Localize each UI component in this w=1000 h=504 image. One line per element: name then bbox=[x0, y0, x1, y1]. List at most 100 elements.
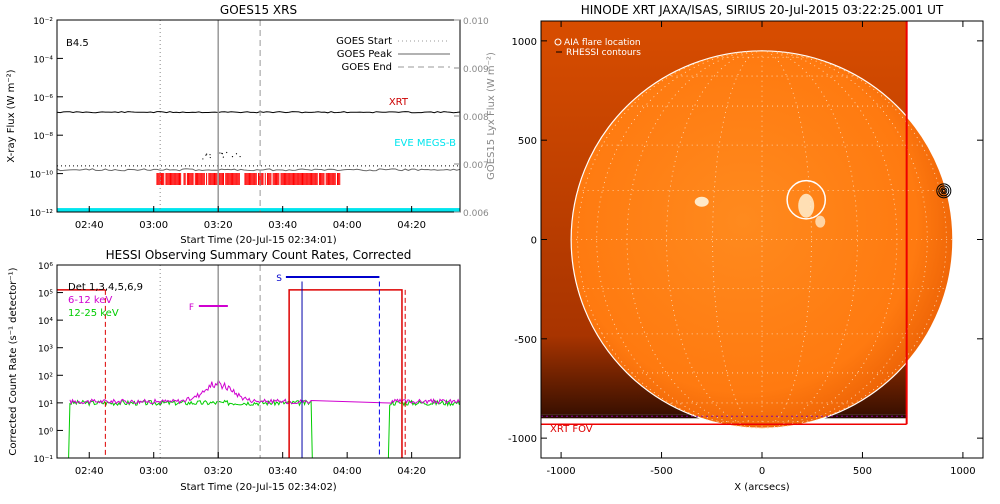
p1-ytick-label: 10⁻² bbox=[33, 17, 53, 27]
panel1-annotation: B4.5 bbox=[66, 38, 89, 49]
p1-xtick-label: 04:20 bbox=[397, 220, 426, 231]
p2-xtick-label: 03:00 bbox=[139, 466, 168, 477]
p2-ytick-label: 10¹ bbox=[38, 400, 53, 410]
p1-ytick-label: 10⁻⁴ bbox=[33, 55, 53, 65]
p1-ytick-label: 10⁻⁸ bbox=[33, 132, 53, 142]
legend-aia: AIA flare location bbox=[564, 38, 641, 48]
hessi-6-12-trace bbox=[69, 378, 460, 405]
goes-short-point bbox=[206, 153, 208, 155]
p2-ytick-label: 10⁶ bbox=[38, 262, 53, 272]
panel1-xlabel: Start Time (20-Jul-15 02:34:01) bbox=[180, 235, 337, 246]
p1-ytick-right-label: 0.008 bbox=[463, 113, 489, 123]
legend-hessi-1: 6-12 keV bbox=[68, 295, 112, 306]
goes-short-point bbox=[231, 155, 234, 158]
legend-rhessi: RHESSI contours bbox=[566, 48, 641, 58]
longitude-line bbox=[626, 50, 763, 429]
p2-ytick-label: 10⁻¹ bbox=[33, 455, 53, 465]
panel2-title: HESSI Observing Summary Count Rates, Cor… bbox=[106, 248, 412, 262]
p1-ytick-label: 10⁻⁶ bbox=[33, 94, 53, 104]
p1-xtick-label: 02:40 bbox=[75, 220, 104, 231]
fov-label: XRT FOV bbox=[550, 424, 593, 435]
p2-ytick-label: 10² bbox=[38, 372, 53, 382]
active-region-flare bbox=[798, 193, 815, 218]
p1-ytick-right-label: 0.006 bbox=[463, 209, 489, 219]
aia-flare-circle bbox=[786, 179, 827, 220]
p1-ytick-label: 10⁻¹² bbox=[30, 209, 54, 219]
p1-xtick-label: 03:20 bbox=[204, 220, 233, 231]
goes-short-point bbox=[202, 158, 204, 160]
panel2-ylabel: Corrected Count Rate (s⁻¹ detector⁻¹) bbox=[8, 267, 19, 455]
p2-ytick-label: 10⁰ bbox=[38, 427, 53, 437]
panel2-frame bbox=[56, 264, 461, 459]
goes-short-point bbox=[209, 154, 211, 156]
eve-trace bbox=[57, 208, 460, 213]
p2-ytick-label: 10⁴ bbox=[38, 317, 53, 327]
p2-xtick-label: 03:20 bbox=[204, 466, 233, 477]
p3-xtick-label: -1000 bbox=[547, 466, 576, 477]
eve-label: EVE MEGS-B bbox=[394, 138, 456, 149]
p3-xtick-label: 0 bbox=[759, 466, 765, 477]
panel3-xlabel: X (arcsecs) bbox=[734, 482, 790, 493]
panel1-ylabel: X-ray Flux (W m⁻²) bbox=[6, 69, 17, 162]
goes-short-point bbox=[226, 151, 228, 154]
legend-goes-0: GOES Start bbox=[336, 36, 392, 47]
longitude-line bbox=[761, 50, 858, 429]
goes-short-point bbox=[205, 154, 207, 156]
rhessi-contour-3 bbox=[941, 188, 946, 193]
xrt-label: XRT bbox=[389, 97, 409, 108]
p1-xtick-label: 03:40 bbox=[268, 220, 297, 231]
p1-xtick-label: 03:00 bbox=[139, 220, 168, 231]
rhessi-contour-0 bbox=[936, 183, 952, 199]
p2-xtick-label: 03:40 bbox=[268, 466, 297, 477]
legend-goes-1: GOES Peak bbox=[337, 49, 392, 60]
longitude-line bbox=[596, 50, 763, 429]
p1-ytick-right-label: 0.009 bbox=[463, 65, 489, 75]
p2-xtick-label: 04:20 bbox=[397, 466, 426, 477]
legend-hessi-0: Det 1,3,4,5,6,9 bbox=[68, 282, 143, 293]
p3-xtick-label: 500 bbox=[853, 466, 872, 477]
p2-xtick-label: 02:40 bbox=[75, 466, 104, 477]
longitude-line bbox=[761, 50, 898, 429]
p3-ytick-label: -1000 bbox=[508, 434, 537, 445]
saa-box bbox=[288, 289, 403, 458]
goes-short-point bbox=[235, 153, 238, 155]
active-region-east bbox=[694, 196, 709, 207]
rhessi-contour-1 bbox=[938, 185, 950, 197]
goes-short-point bbox=[221, 152, 223, 154]
longitude-line bbox=[761, 50, 928, 429]
p2-xtick-label: 04:00 bbox=[333, 466, 362, 477]
rhessi-contour-2 bbox=[940, 187, 948, 195]
p1-ytick-right-label: 0.007 bbox=[463, 161, 489, 171]
p1-ytick-right-label: 0.010 bbox=[463, 17, 489, 27]
p3-ytick-label: 1000 bbox=[512, 37, 537, 48]
goes-long-trace bbox=[56, 111, 461, 114]
hessi-12-25-trace bbox=[57, 398, 460, 459]
panel1-title: GOES15 XRS bbox=[220, 3, 297, 17]
goes-short-point bbox=[209, 156, 211, 159]
goes-short-point bbox=[239, 155, 241, 158]
longitude-line bbox=[666, 50, 763, 429]
flag-f-label: F bbox=[189, 303, 194, 313]
goes-short-point bbox=[219, 152, 221, 154]
panel2-xlabel: Start Time (20-Jul-15 02:34:02) bbox=[180, 482, 337, 493]
p3-xtick-label: 1000 bbox=[950, 466, 975, 477]
lyman-alpha-trace bbox=[56, 168, 461, 172]
p2-ytick-label: 10³ bbox=[38, 345, 53, 355]
panel3-title: HINODE XRT JAXA/ISAS, SIRIUS 20-Jul-2015… bbox=[581, 3, 944, 17]
flag-s-label: S bbox=[276, 274, 282, 284]
p1-ytick-label: 10⁻¹⁰ bbox=[30, 171, 54, 181]
legend-goes-2: GOES End bbox=[342, 62, 392, 73]
p3-ytick-label: -500 bbox=[514, 335, 537, 346]
p1-xtick-label: 04:00 bbox=[333, 220, 362, 231]
goes-short-point bbox=[222, 156, 224, 158]
p3-xtick-label: -500 bbox=[650, 466, 673, 477]
active-region-flare-2 bbox=[815, 215, 826, 228]
p3-ytick-label: 0 bbox=[531, 236, 537, 247]
panel1-ylabel-right: GOES15 Lyx Flux (W m⁻²) bbox=[486, 52, 497, 180]
p3-ytick-label: 500 bbox=[518, 136, 537, 147]
p2-ytick-label: 10⁵ bbox=[38, 290, 53, 300]
legend-hessi-2: 12-25 keV bbox=[68, 308, 119, 319]
legend-aia-swatch bbox=[554, 38, 562, 46]
